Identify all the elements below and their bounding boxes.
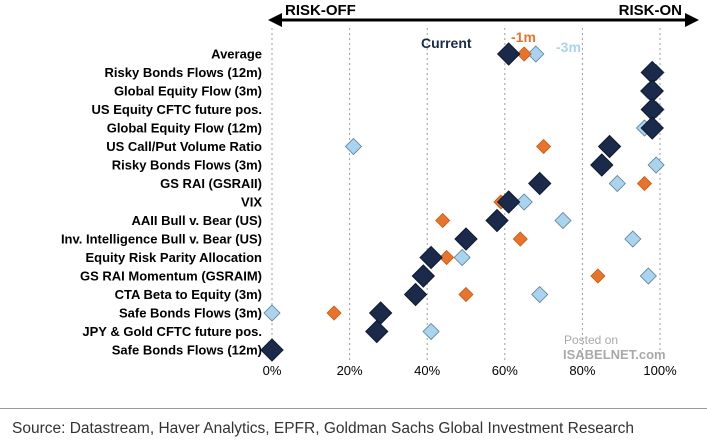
x-tick-20: 20% xyxy=(337,363,363,378)
category-label-inv-intelligence-bull-v-bear-us: Inv. Intelligence Bull v. Bear (US) xyxy=(61,232,262,247)
point-3m-risky-bonds-flows-3m xyxy=(647,156,665,174)
category-label-us-call-put-volume-ratio: US Call/Put Volume Ratio xyxy=(106,139,262,154)
point-3m-equity-risk-parity-allocation xyxy=(453,248,471,267)
watermark-line1: Posted on xyxy=(564,333,618,347)
x-tick-80: 80% xyxy=(569,363,595,378)
point-3m-cta-beta-to-equity-3m xyxy=(531,285,549,304)
category-label-jpy-gold-cftc-future-pos: JPY & Gold CFTC future pos. xyxy=(82,324,262,339)
data-points xyxy=(260,42,665,362)
category-label-cta-beta-to-equity-3m: CTA Beta to Equity (3m) xyxy=(115,287,262,302)
x-tick-labels: 0% 20% 40% 60% 80% 100% xyxy=(263,363,677,378)
category-labels: Average Risky Bonds Flows (12m) Global Equ… xyxy=(61,47,262,358)
point-current-gs-rai-gsraii xyxy=(528,171,552,196)
point-current-aaii-bull-v-bear-us xyxy=(485,208,509,233)
point-3m-us-call-put-volume-ratio xyxy=(344,137,363,156)
point-3m-inv-intelligence-bull-v-bear-us xyxy=(624,230,642,248)
category-label-gs-rai-momentum-gsraim: GS RAI Momentum (GSRAIM) xyxy=(80,269,262,284)
category-label-equity-risk-parity-allocation: Equity Risk Parity Allocation xyxy=(85,250,262,265)
category-label-safe-bonds-flows-12m: Safe Bonds Flows (12m) xyxy=(112,343,262,358)
legend-1m: -1m xyxy=(511,29,536,45)
category-label-average: Average xyxy=(211,47,262,62)
point-current-safe-bonds-flows-3m xyxy=(368,301,393,325)
source-note: Source: Datastream, Haver Analytics, EPF… xyxy=(12,420,634,437)
point-3m-gs-rai-momentum-gsraim xyxy=(639,267,657,285)
point-1m-us-call-put-volume-ratio xyxy=(536,138,552,155)
point-3m-gs-rai-gsraii xyxy=(608,174,626,193)
arrow-right-head xyxy=(685,13,699,27)
legend-3m: -3m xyxy=(556,39,581,55)
point-1m-equity-risk-parity-allocation xyxy=(439,249,455,266)
point-current-gs-rai-momentum-gsraim xyxy=(411,264,436,288)
risk-off-label: RISK-OFF xyxy=(285,2,356,19)
point-1m-cta-beta-to-equity-3m xyxy=(458,286,474,303)
category-label-global-equity-flow-3m: Global Equity Flow (3m) xyxy=(114,84,262,99)
x-tick-60: 60% xyxy=(492,363,518,378)
category-label-safe-bonds-flows-3m: Safe Bonds Flows (3m) xyxy=(119,306,262,321)
point-current-vix xyxy=(496,190,521,214)
legend-current: Current xyxy=(421,35,472,51)
point-1m-aaii-bull-v-bear-us xyxy=(435,212,451,229)
point-current-safe-bonds-flows-12m xyxy=(260,338,284,362)
category-label-risky-bonds-flows-3m: Risky Bonds Flows (3m) xyxy=(112,158,262,173)
x-tick-0: 0% xyxy=(263,363,282,378)
point-3m-average xyxy=(527,45,545,63)
point-current-inv-intelligence-bull-v-bear-us xyxy=(454,227,478,251)
point-current-average xyxy=(496,42,521,66)
point-current-equity-risk-parity-allocation xyxy=(419,245,443,270)
category-label-aaii-bull-v-bear-us: AAII Bull v. Bear (US) xyxy=(131,213,262,228)
legend: Current -1m -3m xyxy=(421,29,581,55)
point-current-risky-bonds-flows-3m xyxy=(590,153,614,177)
point-current-jpy-gold-cftc-future-pos xyxy=(365,319,389,344)
risk-arrow: RISK-OFF RISK-ON xyxy=(268,2,699,27)
category-label-global-equity-flow-12m: Global Equity Flow (12m) xyxy=(107,121,262,136)
x-tick-40: 40% xyxy=(414,363,440,378)
category-label-gs-rai-gsraii: GS RAI (GSRAII) xyxy=(160,176,262,191)
point-3m-jpy-gold-cftc-future-pos xyxy=(422,322,440,341)
arrow-left-head xyxy=(268,13,282,27)
point-3m-vix xyxy=(515,193,533,211)
point-1m-gs-rai-momentum-gsraim xyxy=(590,268,606,284)
point-1m-gs-rai-gsraii xyxy=(636,175,653,192)
category-label-risky-bonds-flows-12m: Risky Bonds Flows (12m) xyxy=(105,65,262,80)
risk-on-label: RISK-ON xyxy=(619,2,682,19)
point-current-cta-beta-to-equity-3m xyxy=(403,282,428,307)
watermark-line2: ISABELNET.com xyxy=(563,347,666,362)
point-1m-inv-intelligence-bull-v-bear-us xyxy=(512,231,528,247)
point-current-us-call-put-volume-ratio xyxy=(597,134,622,159)
point-1m-average xyxy=(516,46,532,62)
risk-sentiment-chart: RISK-OFF RISK-ON Average Risky Bonds Flows… xyxy=(61,2,699,378)
point-1m-safe-bonds-flows-3m xyxy=(326,305,342,321)
category-label-us-equity-cftc-future-pos: US Equity CFTC future pos. xyxy=(92,102,262,117)
point-3m-safe-bonds-flows-3m xyxy=(263,304,281,322)
point-3m-aaii-bull-v-bear-us xyxy=(554,211,572,230)
category-label-vix: VIX xyxy=(241,195,262,210)
x-tick-100: 100% xyxy=(643,363,677,378)
point-current-global-equity-flow-12m xyxy=(640,116,664,140)
source-divider xyxy=(0,408,707,409)
